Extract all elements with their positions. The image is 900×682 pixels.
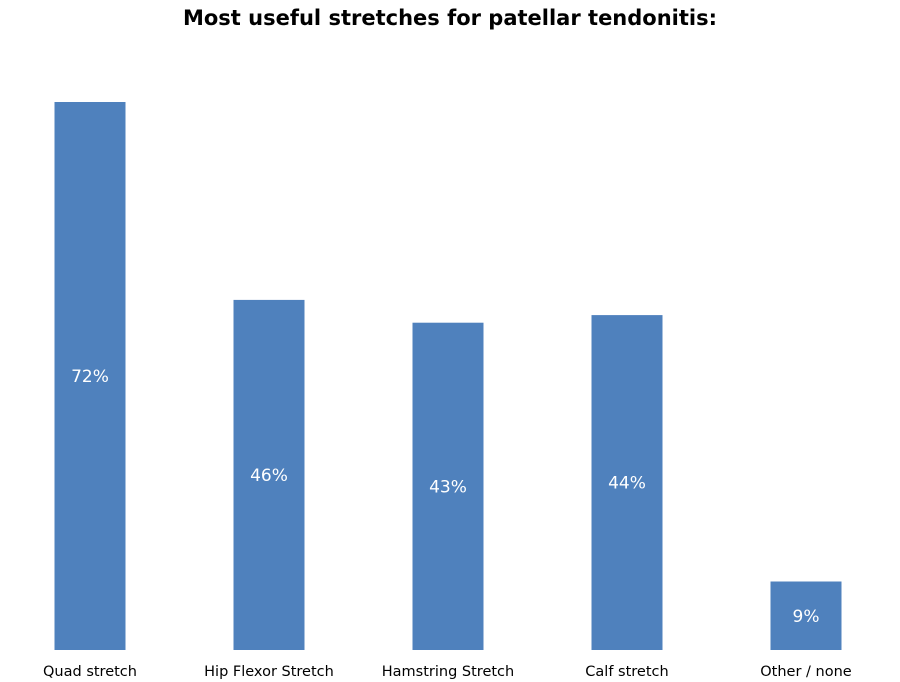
value-labels-group: 72% 46% 43% 44% 9% (71, 367, 819, 627)
category-label-2: Hamstring Stretch (382, 664, 514, 680)
bar-4 (770, 581, 842, 650)
bars-group (54, 102, 842, 650)
bar-0 (54, 102, 126, 650)
chart-title: Most useful stretches for patellar tendo… (182, 6, 717, 30)
category-label-4: Other / none (760, 664, 852, 680)
bar-3 (591, 315, 663, 650)
bar-value-label-2: 43% (429, 477, 467, 497)
category-label-3: Calf stretch (585, 664, 668, 680)
bar-2 (412, 322, 484, 650)
bar-value-label-3: 44% (608, 474, 646, 494)
category-label-1: Hip Flexor Stretch (204, 664, 334, 680)
category-label-0: Quad stretch (43, 664, 137, 680)
bar-value-label-0: 72% (71, 367, 109, 387)
bar-1 (233, 299, 305, 650)
bar-value-label-4: 9% (793, 607, 820, 627)
category-labels-group: Quad stretch Hip Flexor Stretch Hamstring … (43, 664, 852, 680)
bar-value-label-1: 46% (250, 466, 288, 486)
